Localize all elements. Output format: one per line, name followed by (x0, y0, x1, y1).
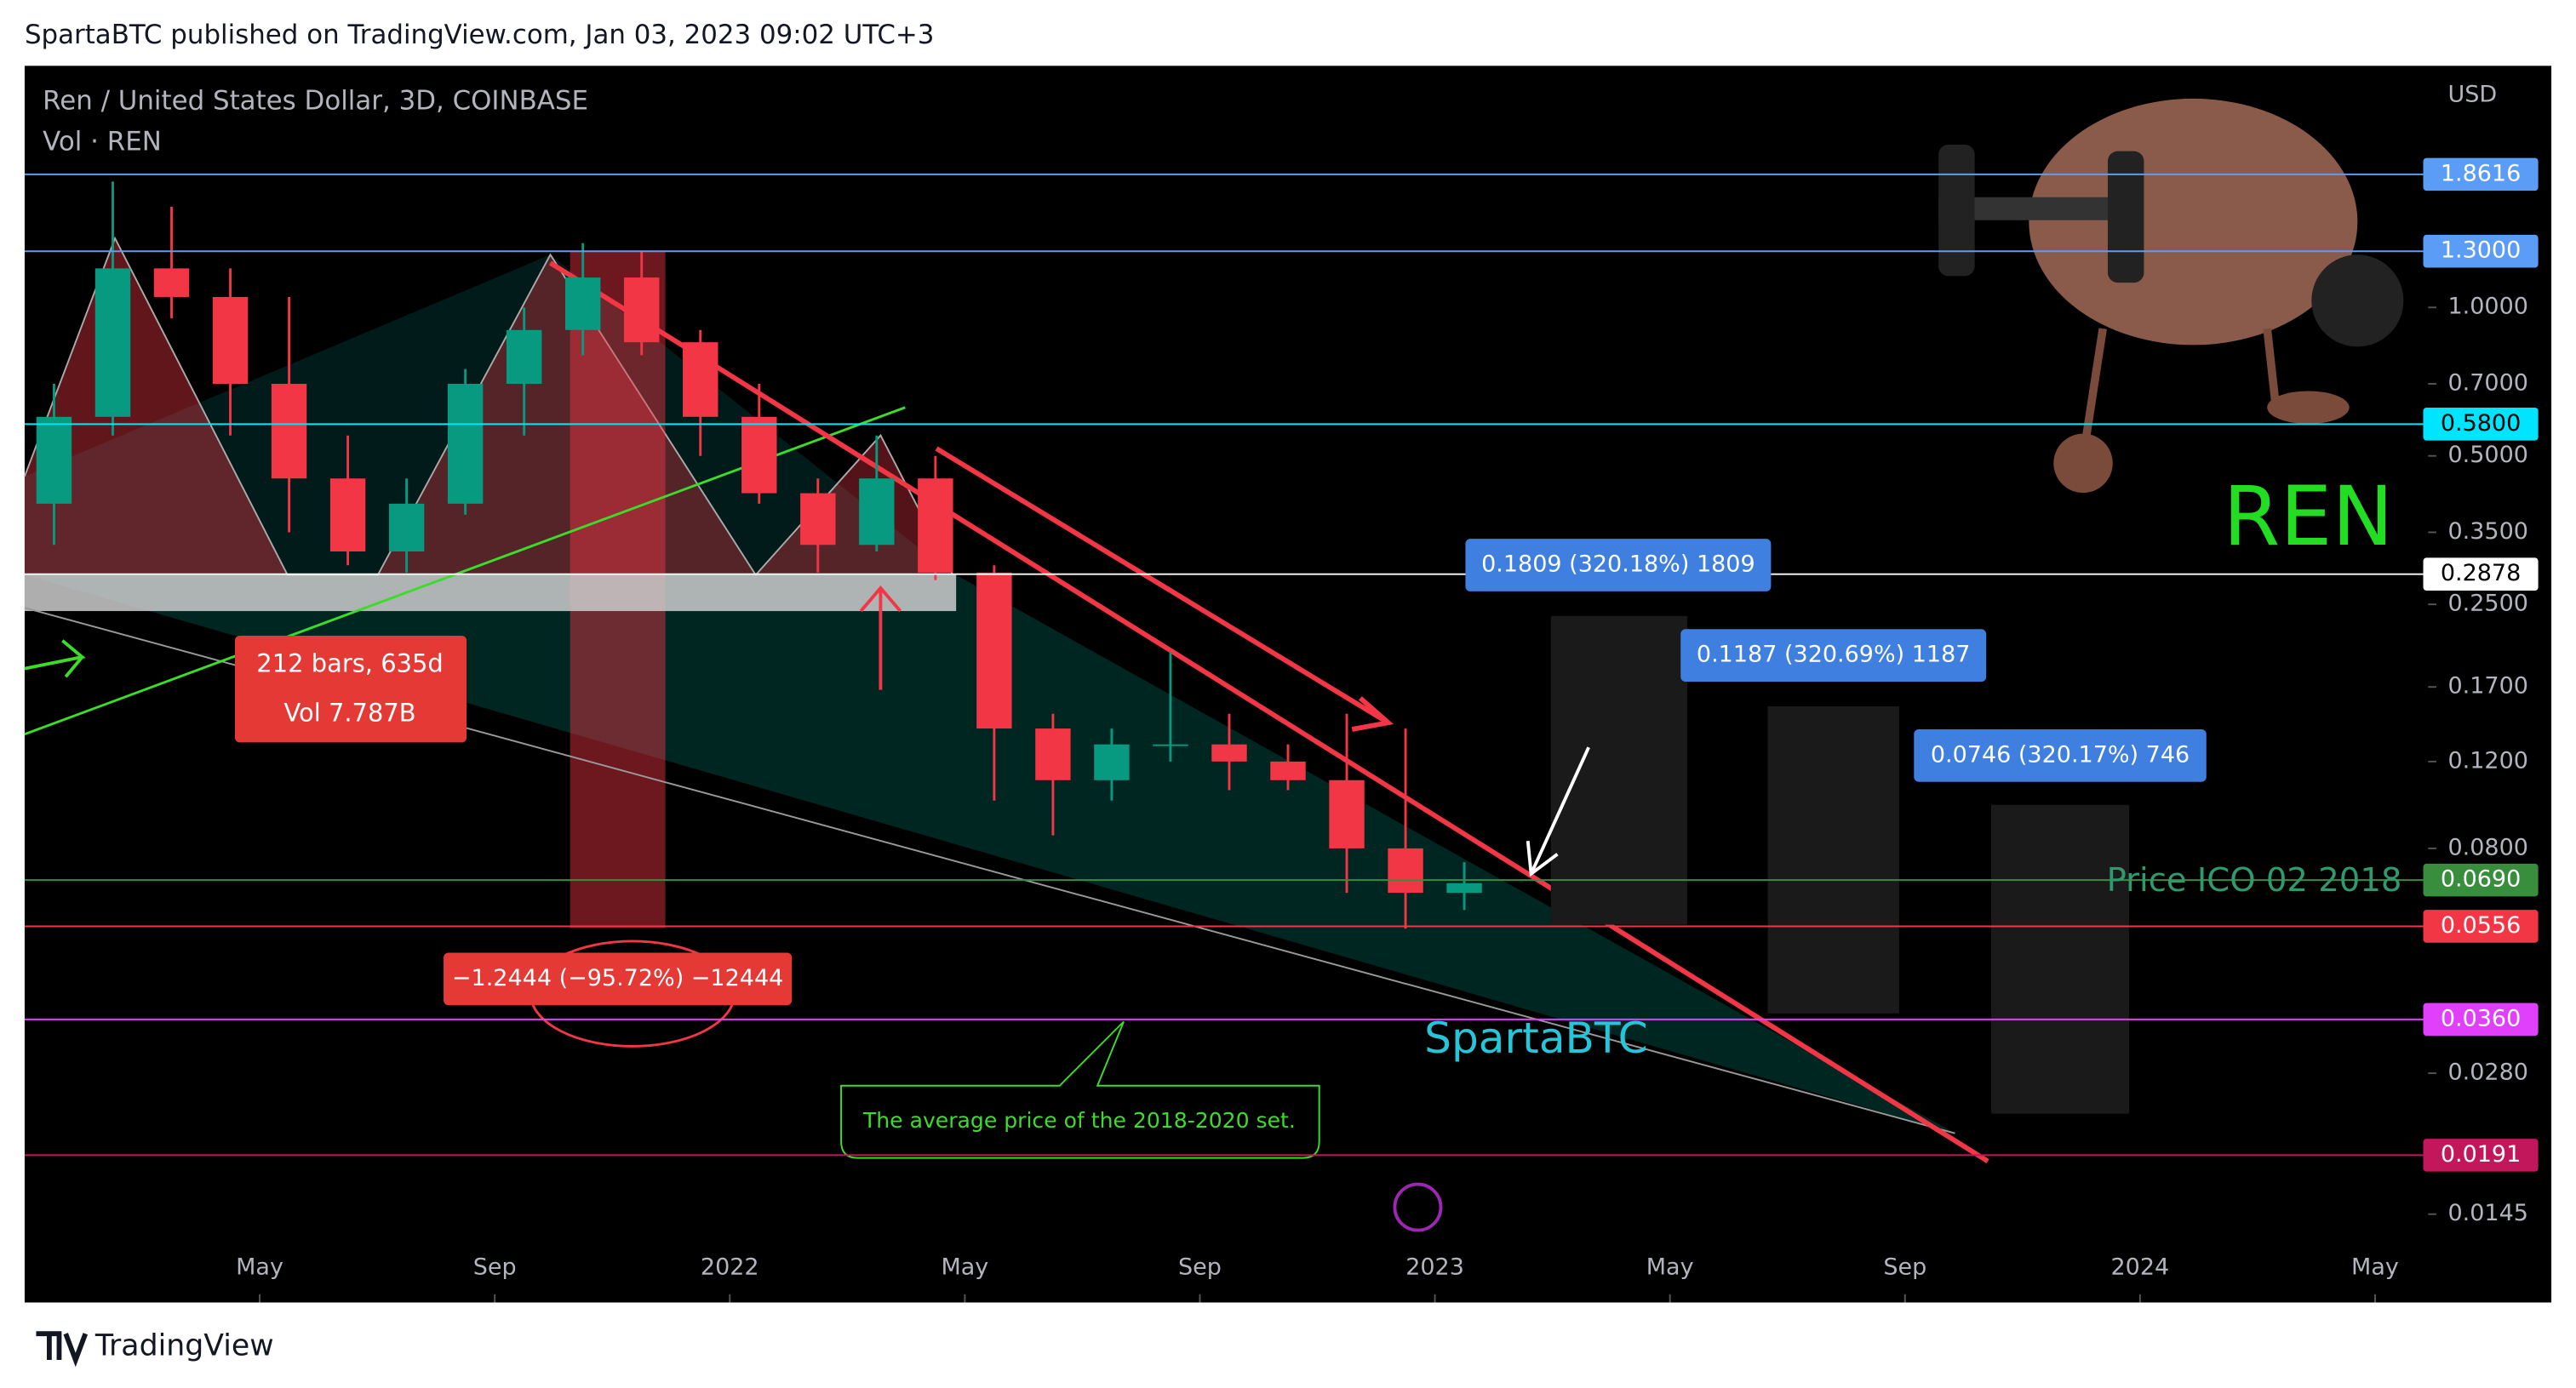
candle-body (1094, 744, 1130, 780)
y-tick-label: 0.2500 (2447, 591, 2527, 617)
level-label-bg (2423, 863, 2539, 897)
level-label-bg (2423, 1139, 2539, 1172)
level-label: 0.0556 (2441, 912, 2521, 939)
y-tick-label: 0.5000 (2447, 442, 2527, 468)
x-tick-label: 2023 (1405, 1254, 1464, 1280)
target-box (1914, 728, 2207, 782)
chart-subtitle: Vol · REN (43, 127, 162, 157)
candle-body (741, 416, 777, 494)
annotation: 0.1187 (320.69%) 1187 (1697, 642, 1971, 668)
candle-body (1153, 744, 1188, 746)
candle-body (976, 572, 1012, 729)
candle-body (624, 277, 660, 343)
x-tick-label: May (941, 1254, 988, 1280)
x-tick-label: Sep (1178, 1254, 1222, 1280)
annotation: −1.2444 (−95.72%) −12444 (452, 965, 783, 991)
range-box (234, 635, 467, 743)
candle-body (1446, 882, 1482, 894)
candle-body (800, 493, 836, 545)
level-label: 0.2878 (2441, 560, 2521, 586)
candle-body (36, 416, 72, 504)
x-tick-label: May (1646, 1254, 1694, 1280)
target-box (1680, 629, 1987, 683)
brain (1938, 98, 2404, 494)
y-tick-label: 0.7000 (2447, 370, 2527, 397)
icon (1393, 1182, 1443, 1232)
annotation: Vol 7.787B (283, 699, 415, 728)
annotation: 0.1809 (320.18%) 1809 (1481, 551, 1755, 578)
candle-body (212, 296, 249, 385)
level-label-bg (2423, 408, 2539, 441)
logo (36, 1331, 89, 1368)
x-tick-label: Sep (473, 1254, 517, 1280)
candle-body (388, 503, 425, 552)
drawings (24, 98, 2404, 1163)
level-label: 0.0360 (2441, 1005, 2521, 1031)
annotation: REN (2223, 468, 2393, 564)
level-label: 1.3000 (2441, 237, 2521, 264)
x-tick-label: 2022 (701, 1254, 759, 1280)
range-box (444, 952, 793, 1006)
candle-body (564, 277, 601, 330)
annotation: Price ICO 02 2018 (2107, 861, 2402, 900)
candle-body (329, 478, 366, 552)
level-label-bg (2423, 234, 2539, 268)
x-tick-label: 2024 (2111, 1254, 2170, 1280)
level-label: 0.0690 (2441, 866, 2521, 893)
candle-body (1270, 761, 1306, 780)
candle-body (447, 384, 484, 504)
annotation: SpartaBTC (1424, 1013, 1648, 1063)
y-tick-label: 0.3500 (2447, 518, 2527, 545)
candle-body (1211, 744, 1247, 762)
y-tick-label: 0.0280 (2447, 1060, 2527, 1086)
x-tick-label: May (236, 1254, 283, 1280)
level-label-bg (2423, 910, 2539, 943)
candle-body (859, 478, 895, 545)
level-label-bg (2423, 1002, 2539, 1037)
y-tick-label: 0.1200 (2447, 747, 2527, 774)
x-tick-label: Sep (1883, 1254, 1926, 1280)
level-label-bg (2423, 557, 2539, 591)
candle-body (918, 478, 953, 573)
candle-body (1388, 848, 1423, 894)
candle-body (1329, 780, 1365, 848)
y-tick-label: 0.0800 (2447, 834, 2527, 860)
level-label: 1.8616 (2441, 160, 2521, 186)
candle-body (683, 342, 718, 417)
footer: TradingView (94, 1329, 274, 1363)
chart-title: Ren / United States Dollar, 3D, COINBASE (43, 85, 588, 116)
candle-body (271, 384, 307, 479)
level-label: 0.0191 (2441, 1141, 2521, 1168)
y-axis-label: USD (2447, 82, 2497, 108)
y-tick-label: 1.0000 (2447, 294, 2527, 320)
y-tick-label: 0.1700 (2447, 673, 2527, 700)
candle-body (1035, 728, 1071, 780)
level-label: 0.5800 (2441, 410, 2521, 437)
candle-body (506, 329, 542, 385)
x-tick-label: May (2351, 1254, 2399, 1280)
annotation: The average price of the 2018-2020 set. (862, 1108, 1296, 1133)
y-tick-label: 0.0145 (2447, 1200, 2527, 1226)
candle-body (94, 268, 131, 417)
target-box (1465, 539, 1772, 591)
level-label-bg (2423, 157, 2539, 191)
candle-body (153, 268, 190, 297)
annotation: 0.0746 (320.17%) 746 (1931, 741, 2190, 768)
annotation: 212 bars, 635d (256, 649, 444, 678)
header: SpartaBTC published on TradingView.com, … (25, 20, 934, 50)
